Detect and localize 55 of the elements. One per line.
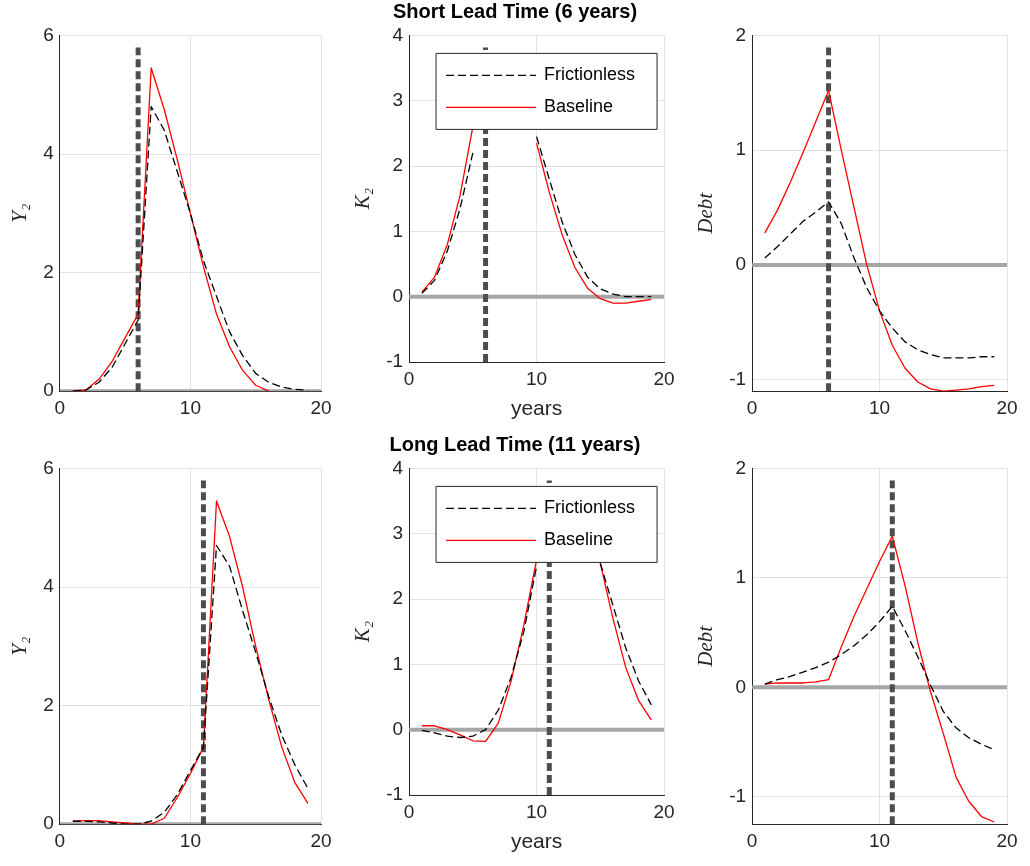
line-series: [72, 105, 309, 392]
x-tick-label: 20: [310, 829, 332, 851]
y-tick-label: 3: [392, 88, 404, 110]
y-tick-label: 4: [43, 142, 55, 164]
y-tick-label: 1: [735, 138, 747, 160]
x-tick-label: 10: [525, 367, 548, 389]
y-tick-label: 2: [43, 693, 54, 715]
y-tick-label: 0: [735, 253, 747, 275]
y-tick-label: 6: [43, 456, 54, 478]
x-tick-label: 10: [179, 829, 201, 851]
y-tick-label: -1: [386, 783, 404, 805]
legend-label: Baseline: [544, 96, 614, 117]
x-tick-label: 20: [996, 396, 1018, 418]
x-axis-title: years: [510, 396, 563, 420]
legend-label: Baseline: [544, 529, 614, 550]
y-axis-title: Debt: [693, 191, 718, 235]
y-axis-title: K₂: [350, 621, 375, 644]
y-tick-label: 6: [43, 23, 54, 45]
x-tick-label: 10: [868, 396, 891, 418]
y-axis-title: Y₂: [7, 636, 32, 656]
x-tick-label: 10: [179, 396, 201, 418]
y-tick-label: 3: [392, 521, 404, 543]
y-axis-title: Y₂: [7, 203, 32, 223]
y-tick-label: 4: [392, 23, 404, 45]
legend-label: Frictionless: [544, 64, 636, 85]
y-tick-label: 2: [392, 154, 404, 176]
y-tick-label: 2: [392, 587, 404, 609]
x-tick-label: 10: [525, 800, 548, 822]
x-tick-label: 20: [653, 367, 675, 389]
x-axis-title: years: [510, 829, 563, 853]
y-tick-label: -1: [386, 350, 404, 372]
x-tick-label: 20: [310, 396, 332, 418]
x-tick-label: 20: [653, 800, 675, 822]
chart-title: Short Lead Time (6 years): [391, 0, 639, 23]
y-tick-label: 0: [735, 675, 747, 697]
y-tick-label: -1: [729, 785, 747, 807]
y-axis-title: Debt: [693, 624, 718, 668]
y-tick-label: 2: [735, 456, 747, 478]
x-tick-label: 10: [868, 829, 891, 851]
y-axis-title: K₂: [350, 188, 375, 211]
y-tick-label: 2: [43, 260, 54, 282]
y-tick-label: 1: [392, 652, 404, 674]
y-tick-label: 0: [392, 284, 404, 306]
line-series: [764, 605, 995, 751]
y-tick-label: 4: [392, 456, 404, 478]
y-tick-label: -1: [729, 367, 747, 389]
y-tick-label: 1: [735, 566, 747, 588]
x-tick-label: 20: [996, 829, 1018, 851]
chart-title: Long Lead Time (11 years): [388, 433, 642, 456]
y-tick-label: 1: [392, 219, 404, 241]
legend-label: Frictionless: [544, 497, 636, 518]
y-tick-label: 4: [43, 575, 55, 597]
y-tick-label: 2: [735, 23, 747, 45]
line-series: [764, 201, 995, 359]
y-tick-label: 0: [392, 717, 404, 739]
